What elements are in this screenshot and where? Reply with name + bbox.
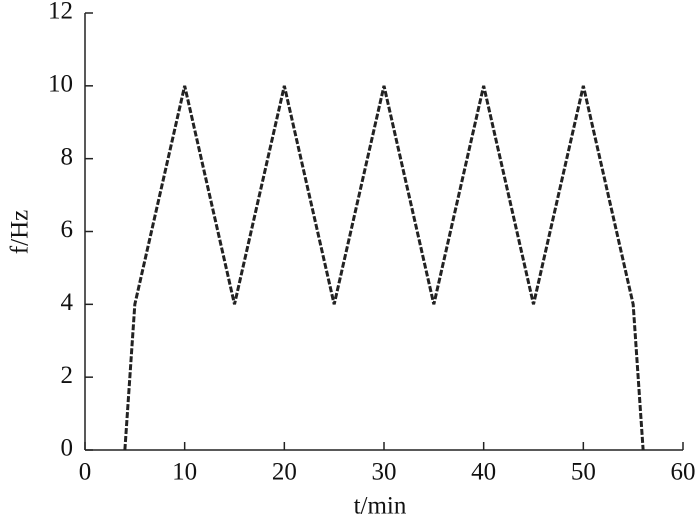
y-tick-label: 0 xyxy=(61,435,74,462)
y-tick-label: 8 xyxy=(61,143,74,170)
x-tick-label: 60 xyxy=(671,459,696,486)
data-line xyxy=(123,85,645,451)
x-tick-label: 50 xyxy=(571,459,596,486)
y-tick-label: 4 xyxy=(61,289,74,316)
y-tick-label: 6 xyxy=(61,216,74,243)
x-tick-label: 0 xyxy=(79,459,92,486)
x-tick-label: 20 xyxy=(272,459,297,486)
x-tick-label: 10 xyxy=(172,459,197,486)
x-tick-label: 30 xyxy=(372,459,397,486)
y-tick-label: 12 xyxy=(48,0,73,25)
x-tick-label: 40 xyxy=(471,459,496,486)
x-axis-label: t/min xyxy=(354,493,407,520)
y-tick-label: 10 xyxy=(48,71,73,98)
y-tick-label: 2 xyxy=(61,362,74,389)
y-axis-label: f/Hz xyxy=(7,210,34,254)
